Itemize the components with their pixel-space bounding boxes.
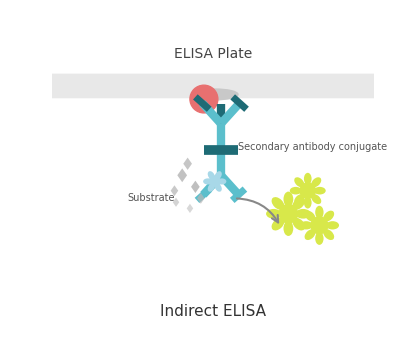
Polygon shape: [183, 157, 192, 170]
Circle shape: [300, 183, 315, 198]
Ellipse shape: [305, 211, 315, 221]
Ellipse shape: [326, 221, 339, 230]
Ellipse shape: [294, 177, 304, 187]
Ellipse shape: [272, 218, 285, 231]
Ellipse shape: [283, 221, 293, 236]
Ellipse shape: [283, 192, 293, 207]
Ellipse shape: [304, 173, 312, 185]
Text: ELISA Plate: ELISA Plate: [174, 47, 253, 61]
Ellipse shape: [295, 209, 311, 218]
Polygon shape: [177, 169, 187, 182]
Ellipse shape: [208, 183, 215, 192]
Ellipse shape: [323, 211, 334, 221]
Ellipse shape: [215, 183, 222, 192]
Ellipse shape: [292, 218, 305, 231]
Ellipse shape: [300, 221, 313, 230]
Circle shape: [311, 217, 328, 234]
Ellipse shape: [272, 197, 285, 210]
Circle shape: [190, 85, 218, 113]
Ellipse shape: [315, 206, 324, 219]
Ellipse shape: [323, 229, 334, 240]
Ellipse shape: [305, 229, 315, 240]
Ellipse shape: [314, 187, 326, 195]
Ellipse shape: [208, 171, 215, 180]
Ellipse shape: [294, 194, 304, 204]
Text: Secondary antibody conjugate: Secondary antibody conjugate: [238, 142, 387, 152]
Polygon shape: [173, 198, 179, 207]
Polygon shape: [171, 185, 178, 196]
Ellipse shape: [266, 209, 281, 218]
Ellipse shape: [292, 197, 305, 210]
Polygon shape: [191, 181, 200, 193]
FancyArrowPatch shape: [237, 198, 278, 222]
Ellipse shape: [315, 232, 324, 245]
Polygon shape: [197, 193, 205, 204]
FancyBboxPatch shape: [52, 74, 374, 98]
Ellipse shape: [304, 197, 312, 208]
Ellipse shape: [203, 178, 213, 185]
Polygon shape: [187, 204, 193, 213]
Text: Substrate: Substrate: [127, 193, 174, 203]
Ellipse shape: [311, 177, 321, 187]
Ellipse shape: [290, 187, 302, 195]
Ellipse shape: [215, 171, 222, 180]
Circle shape: [209, 176, 220, 187]
Ellipse shape: [311, 194, 321, 204]
Text: Indirect ELISA: Indirect ELISA: [160, 304, 266, 319]
Ellipse shape: [217, 178, 226, 185]
Circle shape: [279, 205, 298, 223]
Ellipse shape: [191, 89, 238, 100]
